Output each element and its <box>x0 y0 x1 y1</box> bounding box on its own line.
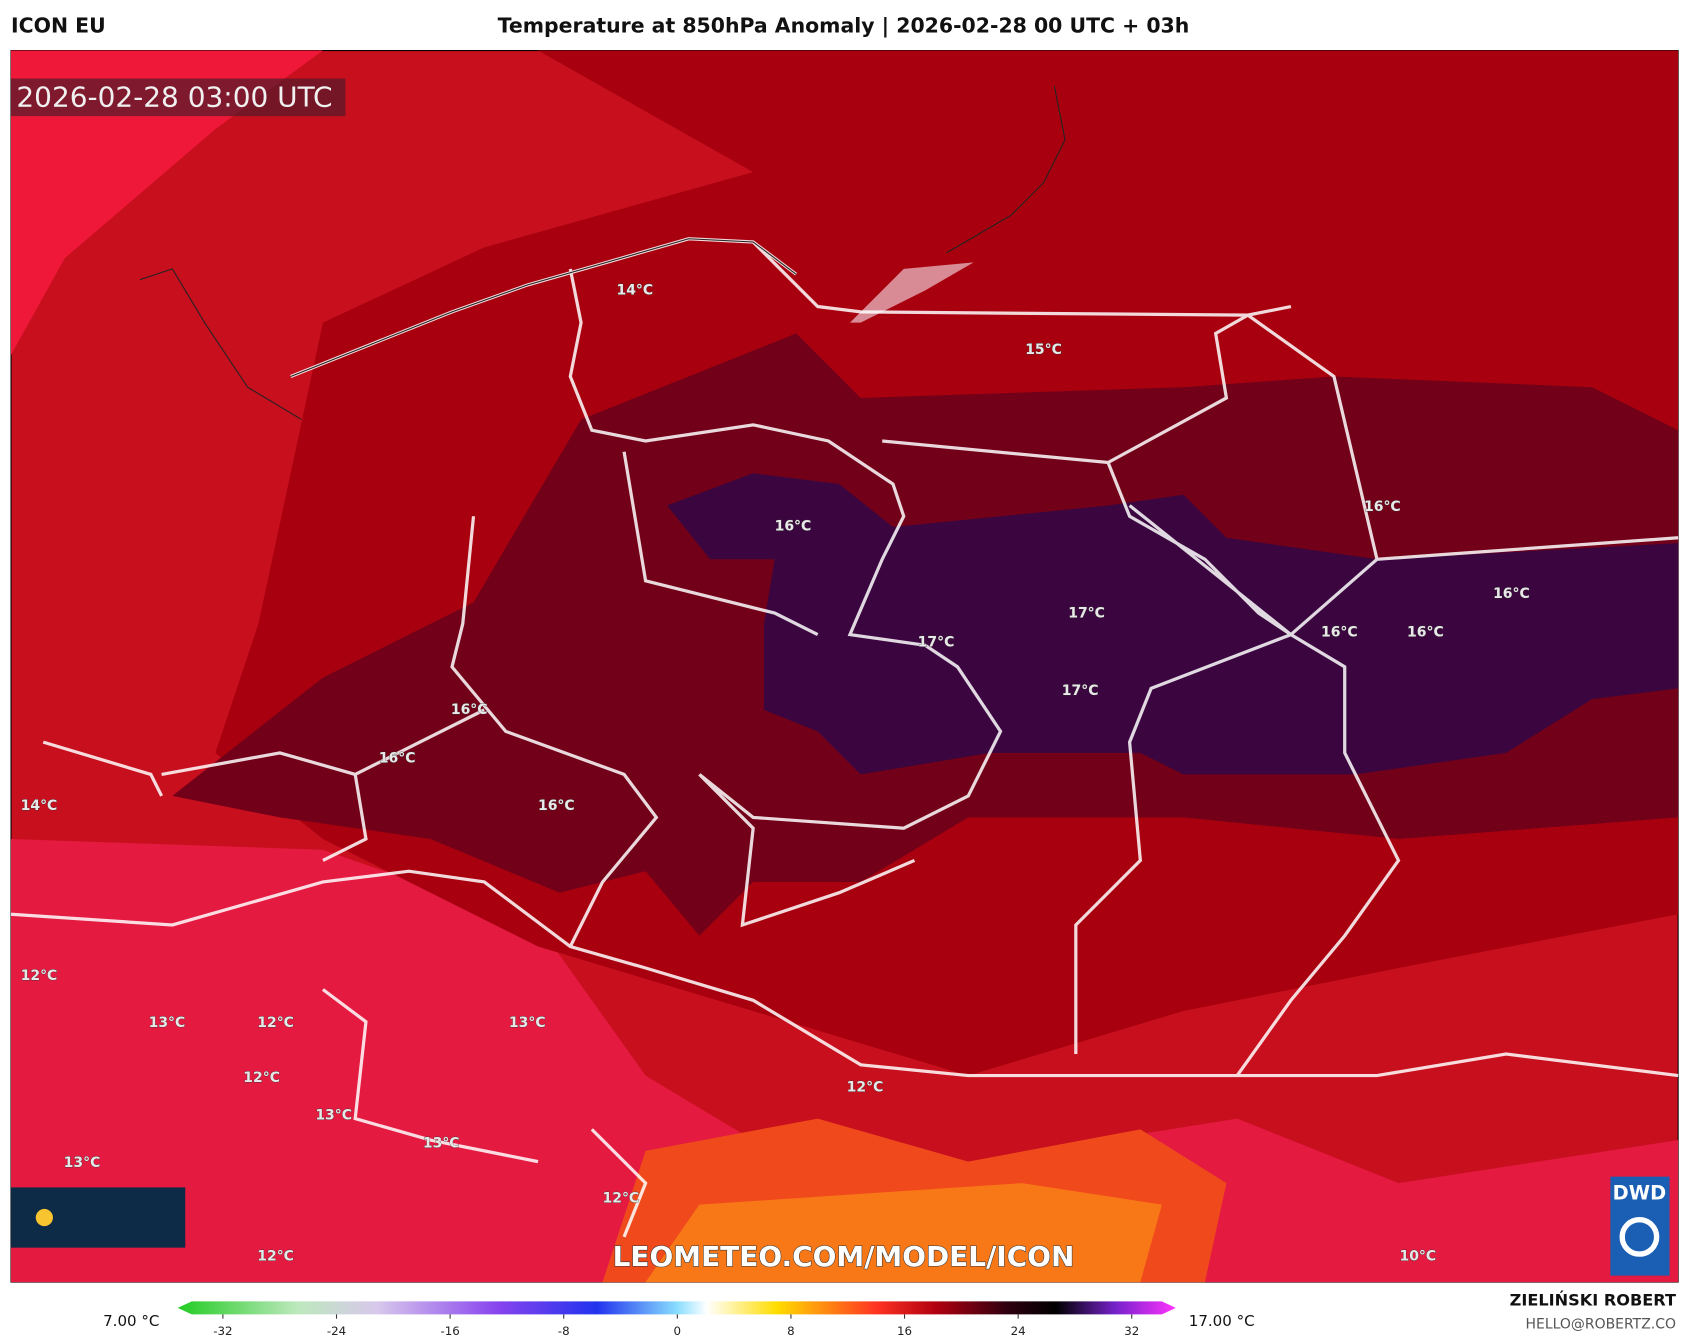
contour-label: 16°C <box>1321 625 1358 641</box>
colorbar-max: 17.00 °C <box>1189 1312 1255 1330</box>
contour-label: 12°C <box>603 1190 640 1206</box>
watermark: LEOMETEO.COM/MODEL/ICON <box>613 1240 1075 1273</box>
contour-label: 13°C <box>64 1155 101 1171</box>
warm-region <box>11 50 323 355</box>
hot-region <box>667 473 1679 775</box>
colorbar-ticks: -32 -24 -16 -8 0 8 16 24 32 <box>213 1314 1139 1338</box>
contour-label: 12°C <box>847 1080 884 1096</box>
contour-label: 14°C <box>616 283 653 299</box>
contour-label: 14°C <box>21 798 58 814</box>
contour-label: 17°C <box>1062 683 1099 699</box>
lagoon <box>849 262 974 323</box>
coastline <box>139 85 1066 420</box>
colorbar-tick-label: -32 <box>213 1324 232 1338</box>
contour-label: 12°C <box>243 1070 280 1086</box>
colorbar-tick-label: -8 <box>558 1324 570 1338</box>
contour-label: 13°C <box>149 1015 186 1031</box>
colorbar-tick-label: -24 <box>327 1324 346 1338</box>
dwd-swirl <box>1619 1216 1660 1257</box>
contour-label: 16°C <box>1493 586 1530 602</box>
contour-label: 16°C <box>775 518 812 534</box>
contour-label: 17°C <box>918 634 955 650</box>
colorbar-tick-label: 16 <box>897 1324 912 1338</box>
contour-label: 16°C <box>451 702 488 718</box>
contour-label: 15°C <box>1025 342 1062 358</box>
contour-label: 16°C <box>379 751 416 767</box>
warm-region <box>11 838 1679 1283</box>
dwd-logo-text: DWD <box>1613 1181 1667 1204</box>
contour-label: 16°C <box>1364 499 1401 515</box>
contour-label: 12°C <box>257 1015 294 1031</box>
timestamp-box <box>11 78 346 117</box>
contour-label: 12°C <box>257 1249 294 1265</box>
contour-label: 10°C <box>1400 1249 1437 1265</box>
contour-label: 13°C <box>315 1108 352 1124</box>
contour-label: 13°C <box>509 1015 546 1031</box>
contour-label: 12°C <box>21 968 58 984</box>
email: HELLO@ROBERTZ.CO <box>1526 1316 1676 1332</box>
hot-region <box>645 1183 1162 1283</box>
colorbar-tick-label: 24 <box>1011 1324 1026 1338</box>
contour-label: 16°C <box>1407 625 1444 641</box>
colorbar-min: 7.00 °C <box>103 1312 159 1330</box>
colorbar-tick-label: 0 <box>674 1324 682 1338</box>
contour-label: 16°C <box>538 798 575 814</box>
dwd-logo <box>1610 1176 1670 1276</box>
timestamp: 2026-02-28 03:00 UTC <box>16 80 332 113</box>
contour-label: 13°C <box>423 1136 460 1152</box>
model-name: ICON EU <box>11 13 106 37</box>
map-area: 14°C 15°C 16°C 16°C 16°C 17°C 17°C 16°C 16°C 17°C… <box>10 50 1679 1283</box>
sun-icon <box>35 1208 53 1227</box>
map-title: Temperature at 850hPa Anomaly | 2026-02-… <box>498 13 1190 38</box>
colorbar-tick-label: -16 <box>440 1324 459 1338</box>
colorbar <box>177 1301 1176 1315</box>
author: ZIELIŃSKI ROBERT <box>1510 1291 1676 1310</box>
contour-labels: 14°C 15°C 16°C 16°C 16°C 17°C 17°C 16°C 16°C 17°C… <box>20 282 1530 1265</box>
colorbar-tick-label: 32 <box>1124 1324 1139 1338</box>
contour-label: 17°C <box>1068 605 1105 621</box>
colorbar-tick-label: 8 <box>787 1324 795 1338</box>
